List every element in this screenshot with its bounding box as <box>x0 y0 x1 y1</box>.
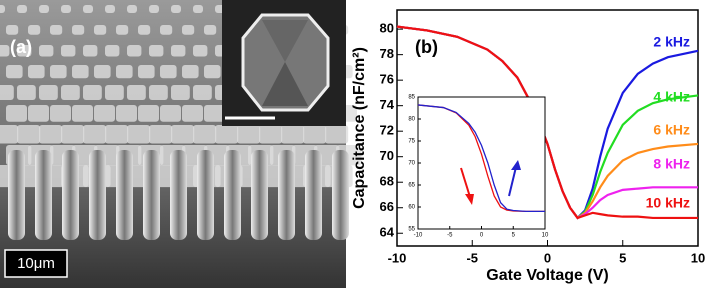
y-tick-label: 70 <box>408 161 415 167</box>
x-tick-label: -5 <box>466 250 478 265</box>
x-tick-label: -5 <box>447 233 453 239</box>
series-label: 6 kHz <box>653 122 690 138</box>
series-label: 10 kHz <box>646 195 690 211</box>
x-tick-label: 0 <box>480 233 484 239</box>
y-tick-label: 65 <box>408 183 415 189</box>
y-tick-label: 60 <box>408 205 415 211</box>
series-label: 8 kHz <box>653 156 690 172</box>
y-tick-label: 68 <box>380 174 394 189</box>
sem-image <box>0 0 362 288</box>
x-tick-label: 0 <box>544 250 551 265</box>
arrow <box>508 166 517 197</box>
x-tick-label: 5 <box>619 250 626 265</box>
y-tick-label: 70 <box>380 148 394 163</box>
y-tick-label: 76 <box>380 72 394 87</box>
y-tick-label: 72 <box>380 123 394 138</box>
data-line <box>396 25 698 220</box>
arrow <box>460 167 471 198</box>
series-label: 2 kHz <box>653 34 690 50</box>
data-line <box>417 104 545 213</box>
panel-label: (a) <box>10 37 32 57</box>
scale-bar-label: 10μm <box>17 255 55 272</box>
y-tick-label: 80 <box>408 117 415 123</box>
x-tick-label: -10 <box>414 233 423 239</box>
arrow-head <box>511 160 521 170</box>
y-tick-label: 74 <box>380 97 395 112</box>
x-axis-title: Gate Voltage (V) <box>486 267 608 284</box>
y-tick-label: 64 <box>380 225 395 240</box>
y-tick-label: 80 <box>380 21 394 36</box>
y-tick-label: 55 <box>408 227 415 233</box>
panel-label: (b) <box>415 37 438 57</box>
plot-frame <box>417 96 546 230</box>
y-axis-title: Capacitance (nF/cm²) <box>351 47 368 209</box>
y-tick-label: 66 <box>380 199 394 214</box>
x-tick-label: 5 <box>512 233 516 239</box>
x-tick-label: -10 <box>388 250 407 265</box>
x-tick-label: 10 <box>542 233 549 239</box>
y-tick-label: 85 <box>408 95 415 101</box>
arrow-head <box>465 194 474 205</box>
x-tick-label: 10 <box>691 250 705 265</box>
series-label: 4 kHz <box>653 89 690 105</box>
y-tick-label: 75 <box>408 139 415 145</box>
y-tick-label: 78 <box>380 46 394 61</box>
